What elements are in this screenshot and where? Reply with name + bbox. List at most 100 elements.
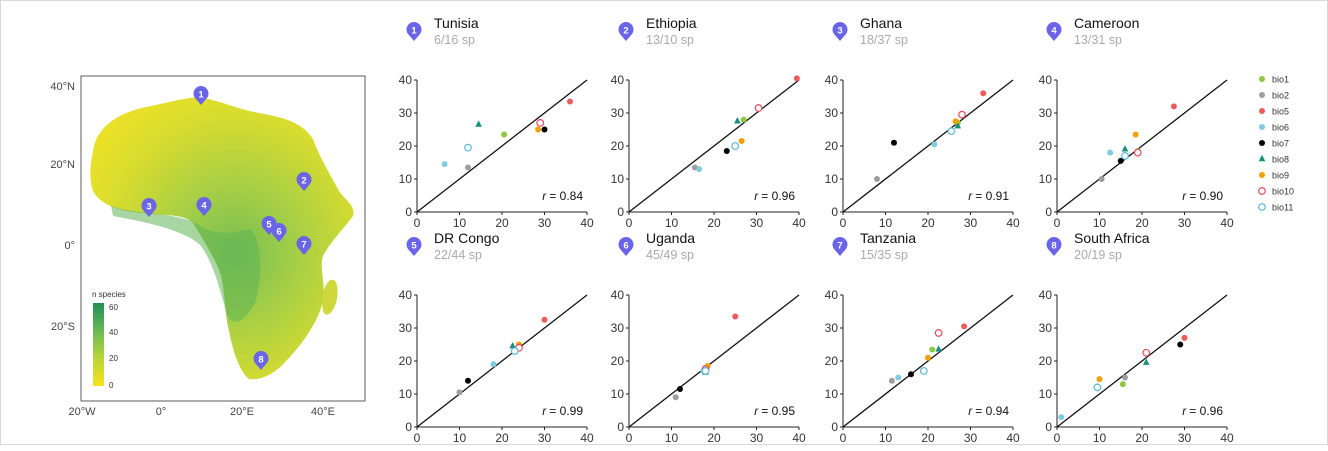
correlation-value: = 0.90 [1189, 189, 1223, 203]
data-point-bio11 [510, 347, 519, 356]
data-point-bio11 [464, 143, 472, 152]
legend-label: bio7 [1272, 139, 1289, 149]
pin-marker-icon [196, 197, 212, 216]
legend-label: bio6 [1272, 123, 1289, 133]
correlation-label: r = 0.91 [968, 189, 1009, 203]
y-tick-label: 40 [1039, 288, 1053, 302]
y-tick-label: 30 [611, 321, 625, 335]
x-tick-label: 10 [453, 216, 467, 230]
y-tick-label: 20 [399, 139, 413, 153]
x-tick-label: 10 [1093, 216, 1107, 230]
y-tick-label: 0 [617, 420, 624, 434]
x-tick-label: 40 [792, 216, 806, 230]
pin-marker-icon [1046, 22, 1062, 41]
data-point-bio6 [1058, 414, 1065, 421]
one-to-one-line [1056, 294, 1228, 428]
one-to-one-line [842, 79, 1014, 213]
legend-label: bio2 [1272, 91, 1289, 101]
x-tick-label: 0 [414, 431, 421, 445]
pin-number: 7 [837, 241, 842, 252]
y-tick-label: 20 [1039, 354, 1053, 368]
panel-title: Tunisia [434, 15, 479, 31]
panel-number-badge: 8 [1046, 237, 1062, 256]
scatter-panel-dr-congo: 5 DR Congo 22/44 sp 00 10 10 20 20 30 30 40 40 r = 0.… [399, 230, 594, 445]
y-tick-label: 30 [825, 106, 839, 120]
scatter-panel-uganda: 6 Uganda 45/49 sp 00 10 10 20 20 30 30 40 40 r = 0.95 [611, 230, 806, 445]
legend-label: bio10 [1272, 187, 1294, 197]
y-tick-label: 30 [399, 321, 413, 335]
panel-title: Ethiopia [646, 15, 697, 31]
legend-item-bio6: bio6 [1259, 123, 1289, 133]
data-point-bio9 [952, 118, 959, 125]
y-tick-label: 40 [825, 73, 839, 87]
pin-marker-icon [271, 223, 287, 242]
pin-marker-icon [253, 351, 269, 370]
correlation-label: r = 0.96 [1182, 404, 1223, 418]
x-tick-label: 10 [879, 216, 893, 230]
map-pin-ethiopia: 2 [296, 172, 312, 191]
data-point-bio5 [980, 90, 987, 97]
lon-tick-label: 20°E [230, 406, 254, 418]
lat-tick-label: 40°N [50, 81, 75, 93]
y-tick-label: 40 [611, 73, 625, 87]
x-tick-label: 40 [792, 431, 806, 445]
data-point-bio11 [1258, 203, 1266, 211]
x-tick-label: 10 [665, 216, 679, 230]
correlation-symbol: r [754, 404, 759, 418]
data-point-bio6 [1107, 149, 1114, 156]
data-point-bio8 [1258, 154, 1266, 162]
panel-subtitle: 22/44 sp [434, 248, 482, 262]
data-point-bio6 [895, 374, 902, 381]
pin-number: 6 [623, 241, 628, 252]
y-tick-label: 20 [825, 139, 839, 153]
x-tick-label: 30 [538, 216, 552, 230]
one-to-one-line [628, 294, 800, 428]
pin-number: 8 [1051, 241, 1056, 252]
map-pin-tanzania: 7 [296, 236, 312, 255]
pin-number: 8 [258, 355, 263, 366]
data-point-bio6 [490, 361, 497, 368]
correlation-value: = 0.94 [975, 404, 1009, 418]
africa-green-belt [111, 206, 261, 322]
data-point-bio2 [465, 164, 471, 171]
scatter-panel-tunisia: 1 Tunisia 6/16 sp 00 10 10 20 20 30 30 40 40 r = 0.84 [399, 15, 594, 230]
correlation-value: = 0.99 [549, 404, 583, 418]
pin-number: 7 [301, 240, 306, 251]
correlation-value: = 0.91 [975, 189, 1009, 203]
x-tick-label: 30 [1178, 216, 1192, 230]
panel-title: South Africa [1074, 230, 1150, 246]
pin-marker-icon [406, 21, 422, 41]
y-tick-label: 0 [831, 420, 838, 434]
x-tick-label: 30 [964, 216, 978, 230]
correlation-label: r = 0.99 [542, 404, 583, 418]
correlation-label: r = 0.96 [754, 189, 795, 203]
data-point-bio11 [701, 367, 710, 375]
x-tick-label: 0 [1054, 216, 1061, 230]
legend-item-bio2: bio2 [1259, 91, 1289, 101]
data-point-bio11 [1093, 383, 1102, 392]
data-point-bio2 [1098, 176, 1105, 182]
pin-marker-icon [141, 198, 157, 217]
data-point-bio1 [929, 346, 936, 353]
legend-label: bio11 [1272, 203, 1293, 213]
x-tick-label: 40 [1220, 216, 1234, 230]
map-pin-tunisia: 1 [193, 86, 209, 105]
correlation-symbol: r [542, 404, 547, 418]
map-lat-axis: 40°N 20°N 0° 20°S [50, 81, 75, 333]
panel-title: Uganda [646, 230, 695, 246]
data-point-bio8 [734, 117, 741, 124]
x-tick-label: 0 [1054, 431, 1061, 445]
x-tick-label: 20 [1135, 216, 1149, 230]
y-tick-label: 30 [399, 106, 413, 120]
panel-number-badge: 2 [618, 21, 634, 41]
y-tick-label: 10 [1039, 172, 1053, 186]
data-point-bio5 [1170, 103, 1177, 110]
data-point-bio7 [1259, 140, 1265, 146]
x-tick-label: 20 [495, 431, 509, 445]
x-tick-label: 0 [414, 216, 421, 230]
data-point-bio7 [465, 377, 471, 384]
data-point-bio1 [501, 131, 508, 138]
data-point-bio10 [934, 329, 943, 337]
data-point-bio7 [1177, 341, 1184, 348]
